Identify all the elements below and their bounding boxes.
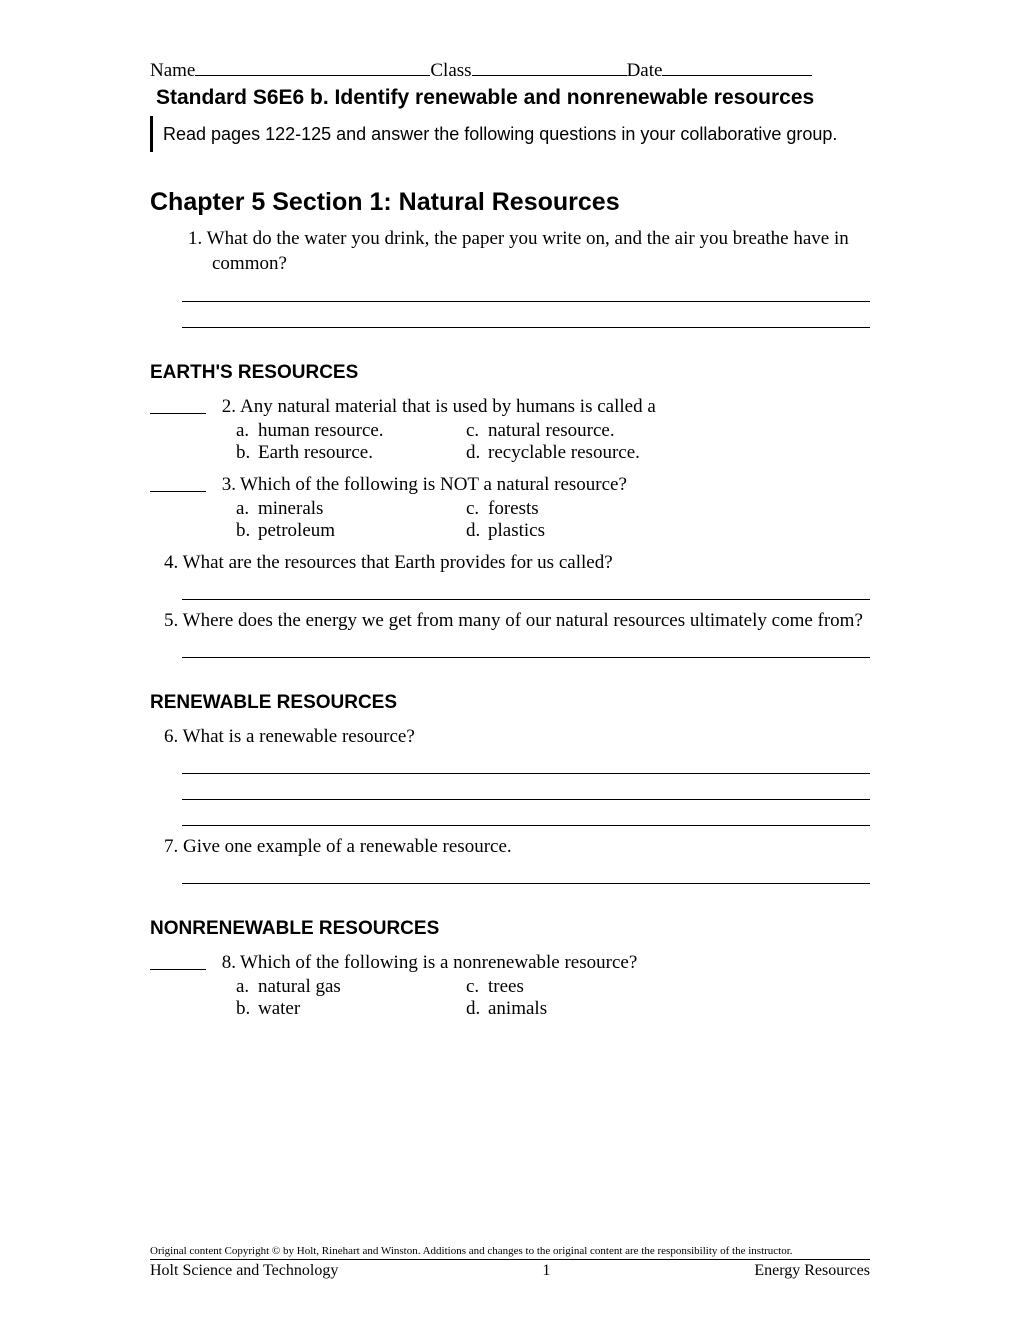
q2-opt-c: natural resource. [488,420,615,442]
q1-answer-line-2[interactable] [182,306,870,328]
q2-opt-b: Earth resource. [258,442,373,464]
opt-a-letter: a. [236,420,258,442]
q1-answer-line-1[interactable] [182,280,870,302]
copyright-text: Original content Copyright © by Holt, Ri… [150,1245,870,1257]
q2-num: 2. [212,396,240,418]
opt-b-letter: b. [236,442,258,464]
q2-opt-d: recyclable resource. [488,442,640,464]
q8-opt-c: trees [488,976,524,998]
question-5: 5. Where does the energy we get from man… [150,610,870,658]
q8-answer-blank[interactable] [150,952,206,970]
q7-num: 7. [164,836,178,857]
q1-num: 1. [188,228,202,249]
q8-opt-b: water [258,998,300,1020]
q8-opt-a: natural gas [258,976,341,998]
section-renewable: RENEWABLE RESOURCES [150,692,870,714]
q3-num: 3. [212,474,240,496]
question-7: 7. Give one example of a renewable resou… [150,836,870,884]
q3-opt-a: minerals [258,498,323,520]
question-3: 3. Which of the following is NOT a natur… [150,474,870,542]
q2-opt-a: human resource. [258,420,384,442]
date-label: Date [627,60,663,81]
q6-answer-line-1[interactable] [182,752,870,774]
name-label: Name [150,60,195,81]
intro-block: Read pages 122-125 and answer the follow… [150,116,870,152]
question-1: 1. What do the water you drink, the pape… [150,227,870,328]
header-line: Name Class Date [150,60,870,82]
intro-text: Read pages 122-125 and answer the follow… [163,116,870,152]
question-6: 6. What is a renewable resource? [150,726,870,826]
q2-stem: Any natural material that is used by hum… [240,396,870,418]
footer-left: Holt Science and Technology [150,1262,338,1280]
q8-stem: Which of the following is a nonrenewable… [240,952,870,974]
footer-right: Energy Resources [754,1262,870,1280]
q3-opt-d: plastics [488,520,545,542]
footer-page-number: 1 [542,1262,550,1280]
q8-opt-d: animals [488,998,547,1020]
q1-text: What do the water you drink, the paper y… [207,228,849,274]
q6-text: What is a renewable resource? [183,726,415,747]
opt-c-letter: c. [466,420,488,442]
class-label: Class [430,60,471,81]
section-nonrenewable: NONRENEWABLE RESOURCES [150,918,870,940]
q7-text: Give one example of a renewable resource… [183,836,512,857]
q3-opt-b: petroleum [258,520,335,542]
q5-answer-line[interactable] [182,636,870,658]
name-blank[interactable] [195,75,430,76]
opt-d-letter: d. [466,442,488,464]
page-footer: Original content Copyright © by Holt, Ri… [150,1245,870,1280]
q8-num: 8. [212,952,240,974]
q4-num: 4. [164,552,178,573]
q6-answer-line-3[interactable] [182,804,870,826]
section-earth-resources: EARTH'S RESOURCES [150,362,870,384]
question-4: 4. What are the resources that Earth pro… [150,552,870,600]
q4-text: What are the resources that Earth provid… [183,552,613,573]
q5-num: 5. [164,610,178,631]
question-2: 2. Any natural material that is used by … [150,396,870,464]
class-blank[interactable] [472,75,627,76]
q3-stem: Which of the following is NOT a natural … [240,474,870,496]
q6-num: 6. [164,726,178,747]
q4-answer-line[interactable] [182,578,870,600]
q3-answer-blank[interactable] [150,474,206,492]
chapter-title: Chapter 5 Section 1: Natural Resources [150,188,870,217]
standard-heading: Standard S6E6 b. Identify renewable and … [156,86,870,110]
question-8: 8. Which of the following is a nonrenewa… [150,952,870,1020]
date-blank[interactable] [662,75,812,76]
q6-answer-line-2[interactable] [182,778,870,800]
q5-text: Where does the energy we get from many o… [183,610,863,631]
q7-answer-line[interactable] [182,862,870,884]
q3-opt-c: forests [488,498,539,520]
q2-answer-blank[interactable] [150,396,206,414]
